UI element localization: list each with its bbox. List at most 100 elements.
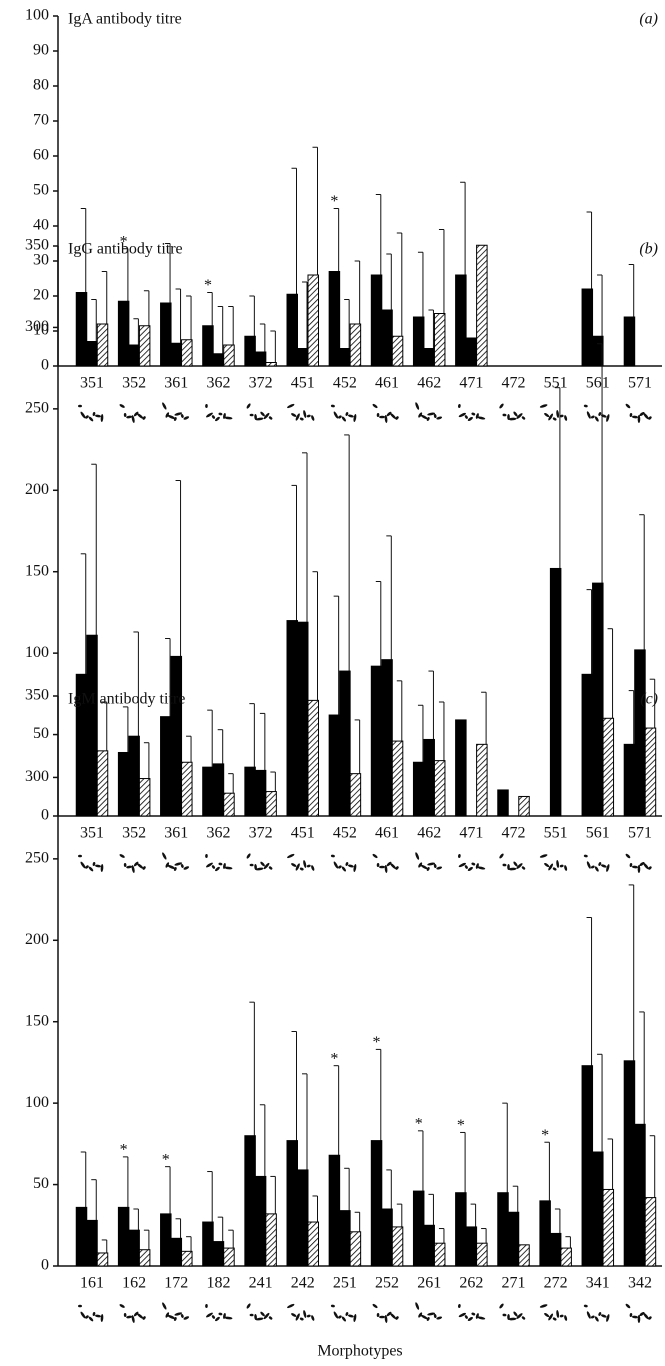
morphotype-icon — [631, 865, 638, 869]
morphotype-icon — [513, 861, 518, 867]
morphotype-icon — [475, 863, 479, 869]
bar — [244, 766, 256, 817]
bar — [507, 1211, 520, 1267]
bar — [412, 761, 425, 817]
x-tick-label: 361 — [164, 375, 188, 392]
bar — [349, 1231, 362, 1267]
morphotype-icon — [85, 865, 89, 869]
morphotype-icon — [637, 415, 641, 423]
y-tick-label: 0 — [41, 1257, 49, 1274]
bar — [265, 791, 277, 817]
x-tick-label: 351 — [80, 375, 104, 392]
morphotype-icon — [205, 854, 208, 858]
x-tick-label: 242 — [291, 1275, 315, 1292]
y-tick-label: 70 — [33, 112, 49, 129]
bar — [212, 763, 225, 817]
bar — [244, 335, 256, 367]
morphotype-icon — [386, 1311, 392, 1317]
morphotype-icon — [126, 1315, 133, 1319]
morphotype-icon — [586, 861, 591, 869]
morphotype-icon — [458, 854, 461, 858]
bar — [592, 1151, 604, 1267]
morphotype-icon — [80, 1311, 86, 1319]
x-tick-label: 471 — [459, 375, 483, 392]
morphotype-icon — [165, 1312, 170, 1318]
morphotype-icon — [299, 417, 304, 421]
bar — [644, 727, 657, 817]
bar — [170, 342, 183, 367]
morphotype-icon — [631, 415, 638, 419]
bar — [455, 274, 467, 367]
x-tick-label: 571 — [628, 375, 652, 392]
morphotype-icon — [499, 1303, 504, 1309]
morphotype-icon — [205, 862, 213, 868]
morphotype-icon — [246, 853, 251, 859]
morphotype-icon — [556, 1310, 560, 1318]
bar — [602, 717, 615, 817]
x-tick-label: 352 — [122, 825, 146, 842]
morphotype-icon — [625, 1303, 631, 1309]
morphotype-icon — [95, 414, 101, 418]
morphotype-icon — [475, 413, 479, 419]
morphotype-icon — [333, 411, 339, 419]
y-tick-label: 50 — [33, 182, 49, 199]
significance-marker: * — [120, 233, 128, 250]
x-tick-label: 272 — [544, 1275, 568, 1292]
morphotype-icon — [390, 863, 397, 869]
x-axis-label: Morphotypes — [317, 1343, 402, 1360]
morphotype-icon — [471, 412, 476, 416]
morphotype-icon — [433, 1314, 437, 1318]
morphotype-icon — [594, 1316, 599, 1322]
morphotype-icon — [427, 862, 436, 866]
morphotype-icon — [303, 1310, 307, 1318]
morphotype-icon — [631, 1315, 638, 1319]
morphotype-icon — [119, 854, 125, 858]
morphotype-icon — [629, 863, 633, 867]
bar — [381, 659, 393, 817]
bar — [634, 649, 646, 817]
x-tick-label: 551 — [544, 825, 568, 842]
bar — [75, 292, 88, 367]
morphotype-icon — [218, 412, 223, 416]
morphotype-icon — [427, 1312, 436, 1316]
morphotype-icon — [564, 415, 568, 421]
bar — [518, 1244, 530, 1267]
y-tick-label: 250 — [25, 400, 49, 417]
morphotype-icon — [458, 1304, 461, 1308]
x-tick-label: 451 — [291, 825, 315, 842]
morphotype-icon — [88, 866, 94, 872]
morphotype-icon — [162, 402, 167, 410]
morphotype-icon — [648, 416, 652, 420]
bar — [476, 743, 488, 817]
morphotype-icon — [162, 852, 167, 860]
morphotype-icon — [341, 416, 346, 422]
y-tick-label: 10 — [33, 322, 49, 339]
morphotype-icon — [205, 1312, 213, 1318]
significance-marker: * — [330, 1050, 338, 1067]
x-tick-label: 261 — [417, 1275, 441, 1292]
x-tick-label: 462 — [417, 825, 441, 842]
bar — [581, 1065, 594, 1267]
bar — [433, 313, 446, 367]
y-tick-label: 300 — [25, 318, 49, 335]
bar — [423, 348, 435, 367]
morphotype-icon — [395, 1316, 399, 1320]
bar — [138, 778, 151, 817]
morphotype-icon — [594, 416, 599, 422]
bar — [391, 1226, 404, 1267]
bar — [128, 344, 140, 367]
morphotype-icon — [639, 861, 645, 867]
morphotype-icon — [544, 1312, 550, 1318]
x-tick-label: 472 — [502, 375, 526, 392]
bar — [381, 1208, 393, 1267]
morphotype-icon — [95, 1314, 101, 1318]
morphotype-icon — [471, 1312, 476, 1316]
bar — [391, 740, 404, 817]
morphotype-icon — [291, 863, 297, 867]
bar — [307, 1221, 319, 1267]
bar — [412, 316, 425, 367]
morphotype-icon — [436, 1316, 443, 1320]
morphotype-icon — [513, 1311, 518, 1317]
morphotype-icon — [556, 410, 560, 418]
x-tick-label: 461 — [375, 825, 399, 842]
